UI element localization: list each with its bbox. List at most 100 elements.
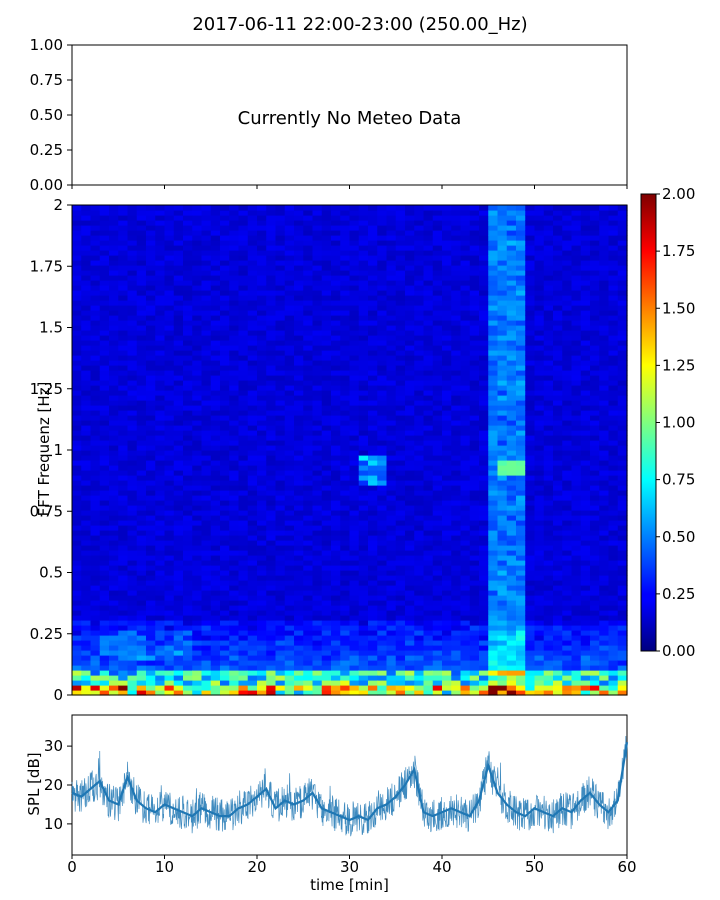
spectrogram-cell <box>118 605 129 611</box>
spectrogram-cell <box>479 400 489 406</box>
spectrogram-cell <box>321 315 332 321</box>
spectrogram-cell <box>266 540 277 546</box>
spectrogram-cell <box>405 315 415 321</box>
spectrogram-cell <box>220 390 230 396</box>
spectrogram-cell <box>321 350 332 356</box>
spectrogram-cell <box>81 615 92 621</box>
spectrogram-cell <box>164 450 175 456</box>
spectrogram-cell <box>451 245 462 251</box>
spectrogram-cell <box>192 385 203 391</box>
spectrogram-cell <box>192 655 203 661</box>
spectrogram-cell <box>72 525 82 531</box>
spectrogram-cell <box>488 675 499 681</box>
spectrogram-cell <box>525 395 536 401</box>
spectrogram-cell <box>257 580 267 586</box>
spectrogram-cell <box>183 420 193 426</box>
spectrogram-cell <box>164 485 175 491</box>
spectrogram-cell <box>136 270 147 276</box>
spectrogram-cell <box>109 600 119 606</box>
spectrogram-cell <box>423 625 434 631</box>
spectrogram-cell <box>469 625 480 631</box>
spectrogram-cell <box>136 480 147 486</box>
spectrogram-cell <box>442 475 452 481</box>
spectrogram-cell <box>155 390 166 396</box>
spectrogram-cell <box>349 590 360 596</box>
spectrogram-cell <box>469 380 480 386</box>
spectrogram-cell <box>210 370 221 376</box>
spectrogram-cell <box>349 650 360 656</box>
spectrogram-cell <box>201 690 212 696</box>
spectrogram-cell <box>423 295 434 301</box>
spectrogram-cell <box>99 365 110 371</box>
spectrogram-cell <box>331 210 341 216</box>
spectrogram-cell <box>164 300 175 306</box>
spectrogram-cell <box>340 410 351 416</box>
spectrogram-cell <box>516 435 526 441</box>
spectrogram-cell <box>386 330 397 336</box>
spectrogram-cell <box>109 665 119 671</box>
spectrogram-cell <box>312 575 323 581</box>
spectrogram-cell <box>238 245 249 251</box>
spectrogram-cell <box>525 425 536 431</box>
spectrogram-cell <box>423 650 434 656</box>
spectrogram-cell <box>460 275 471 281</box>
spectrogram-cell <box>275 670 286 676</box>
spectrogram-cell <box>238 280 249 286</box>
spectrogram-cell <box>497 410 508 416</box>
spectrogram-cell <box>109 235 119 241</box>
spectrogram-cell <box>442 310 452 316</box>
spectrogram-cell <box>183 360 193 366</box>
spectrogram-cell <box>257 410 267 416</box>
spectrogram-cell <box>284 350 295 356</box>
spectrogram-cell <box>469 385 480 391</box>
spectrogram-cell <box>312 630 323 636</box>
spectrogram-cell <box>183 660 193 666</box>
spectrogram-cell <box>340 530 351 536</box>
spectrogram-cell <box>525 455 536 461</box>
spectrogram-cell <box>349 540 360 546</box>
spectrogram-cell <box>451 475 462 481</box>
spectrogram-cell <box>109 555 119 561</box>
spectrogram-cell <box>164 460 175 466</box>
spectrogram-cell <box>516 620 526 626</box>
spectrogram-cell <box>72 620 82 626</box>
spectrogram-cell <box>72 380 82 386</box>
spectrogram-cell <box>432 390 443 396</box>
spectrogram-cell <box>534 600 545 606</box>
spectrogram-cell <box>423 535 434 541</box>
spectrogram-cell <box>377 520 388 526</box>
spectrogram-cell <box>525 615 536 621</box>
spectrogram-cell <box>303 355 314 361</box>
spectrogram-cell <box>109 340 119 346</box>
spectrogram-cell <box>210 620 221 626</box>
spectrogram-cell <box>173 510 184 516</box>
spectrogram-cell <box>81 510 92 516</box>
spectrogram-cell <box>155 370 166 376</box>
spectrogram-cell <box>238 290 249 296</box>
spectrogram-cell <box>442 315 452 321</box>
spectrogram-cell <box>479 590 489 596</box>
spectrogram-cell <box>368 685 378 691</box>
spectrogram-cell <box>460 365 471 371</box>
spectrogram-cell <box>442 330 452 336</box>
spectrogram-cell <box>358 310 369 316</box>
spectrogram-cell <box>284 600 295 606</box>
spectrogram-cell <box>146 690 156 696</box>
spectrogram-cell <box>284 425 295 431</box>
spectrogram-cell <box>192 225 203 231</box>
spectrogram-cell <box>432 385 443 391</box>
spectrogram-cell <box>238 530 249 536</box>
spectrogram-cell <box>192 305 203 311</box>
spectrogram-cell <box>516 430 526 436</box>
spectrogram-cell <box>432 355 443 361</box>
spectrogram-cell <box>442 690 452 696</box>
spectrogram-cell <box>294 575 304 581</box>
spectrogram-cell <box>266 575 277 581</box>
spectrogram-cell <box>349 295 360 301</box>
spectrogram-cell <box>99 415 110 421</box>
spectrogram-cell <box>442 375 452 381</box>
spectrogram-cell <box>368 305 378 311</box>
spectrogram-cell <box>183 480 193 486</box>
spectrogram-cell <box>368 500 378 506</box>
spectrogram-cell <box>516 645 526 651</box>
